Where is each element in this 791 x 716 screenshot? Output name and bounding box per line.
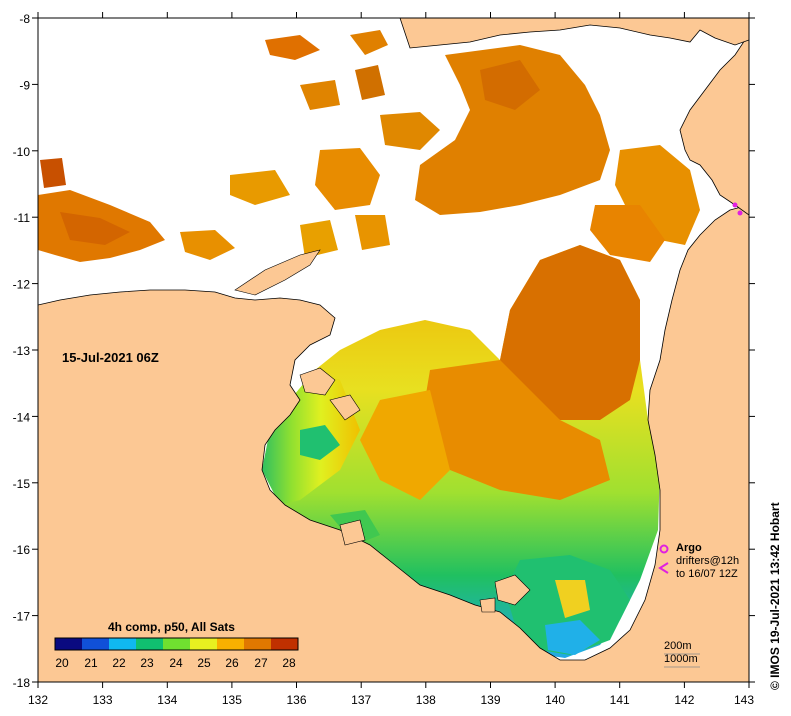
lat-tick-label: -9 [19, 78, 30, 92]
colorbar-tick: 25 [197, 656, 211, 670]
lat-tick-label: -12 [13, 278, 31, 292]
colorbar-tick: 22 [112, 656, 126, 670]
land-top-end [38, 204, 749, 682]
argo-label: Argo [676, 542, 702, 554]
colorbar-ticks: 20 21 22 23 24 25 26 27 28 [55, 656, 296, 670]
credit-label: © IMOS 19-Jul-2021 13:42 Hobart [768, 502, 782, 690]
lon-tick-label: 137 [351, 693, 371, 707]
lat-tick-label: -13 [13, 344, 31, 358]
lat-tick-label: -18 [13, 676, 31, 690]
lon-tick-label: 143 [734, 693, 754, 707]
depth-200-label: 200m [664, 640, 692, 652]
lat-tick-label: -16 [13, 543, 31, 557]
lon-tick-labels: 132 133 134 135 136 137 138 139 140 141 … [28, 693, 754, 707]
colorbar-tick: 20 [55, 656, 69, 670]
land-new-guinea [399, 18, 749, 49]
lon-tick-label: 133 [93, 693, 113, 707]
lon-tick-label: 136 [286, 693, 306, 707]
lon-tick-label: 140 [545, 693, 565, 707]
lon-tick-label: 134 [157, 693, 177, 707]
lat-tick-label: -10 [13, 145, 31, 159]
sst-gulf [262, 245, 660, 658]
colorbar-tick: 26 [225, 656, 239, 670]
colorbar-tick: 27 [254, 656, 268, 670]
lon-tick-label: 141 [610, 693, 630, 707]
lon-tick-label: 142 [674, 693, 694, 707]
lat-tick-label: -14 [13, 410, 31, 424]
islands [234, 249, 531, 613]
argo-markers [732, 202, 743, 216]
lon-tick-label: 138 [416, 693, 436, 707]
drifter-arrow-icon [658, 562, 669, 574]
lon-tick-label: 139 [480, 693, 500, 707]
drifters-label: drifters@12h [676, 555, 740, 567]
lat-tick-labels: -8 -9 -10 -11 -12 -13 -14 -15 -16 -17 -1… [13, 12, 31, 690]
argo-symbol [659, 544, 669, 554]
lat-ticks [32, 17, 755, 683]
colorbar-title: 4h comp, p50, All Sats [108, 620, 235, 634]
lon-tick-label: 132 [28, 693, 48, 707]
depth-contour-legend [664, 653, 700, 668]
lon-tick-label: 135 [222, 693, 242, 707]
lat-tick-label: -8 [19, 12, 30, 26]
lat-tick-label: -15 [13, 477, 31, 491]
colorbar [54, 637, 299, 651]
colorbar-tick: 28 [282, 656, 296, 670]
drifters-to-label: to 16/07 12Z [676, 568, 738, 580]
timestamp-label: 15-Jul-2021 06Z [62, 350, 159, 365]
lat-tick-label: -11 [14, 211, 31, 225]
colorbar-tick: 24 [169, 656, 183, 670]
colorbar-tick: 23 [140, 656, 154, 670]
lat-tick-label: -17 [13, 610, 31, 624]
lon-ticks [37, 12, 750, 688]
colorbar-tick: 21 [84, 656, 98, 670]
sst-patches-north [38, 30, 700, 262]
depth-1000-label: 1000m [664, 653, 698, 665]
